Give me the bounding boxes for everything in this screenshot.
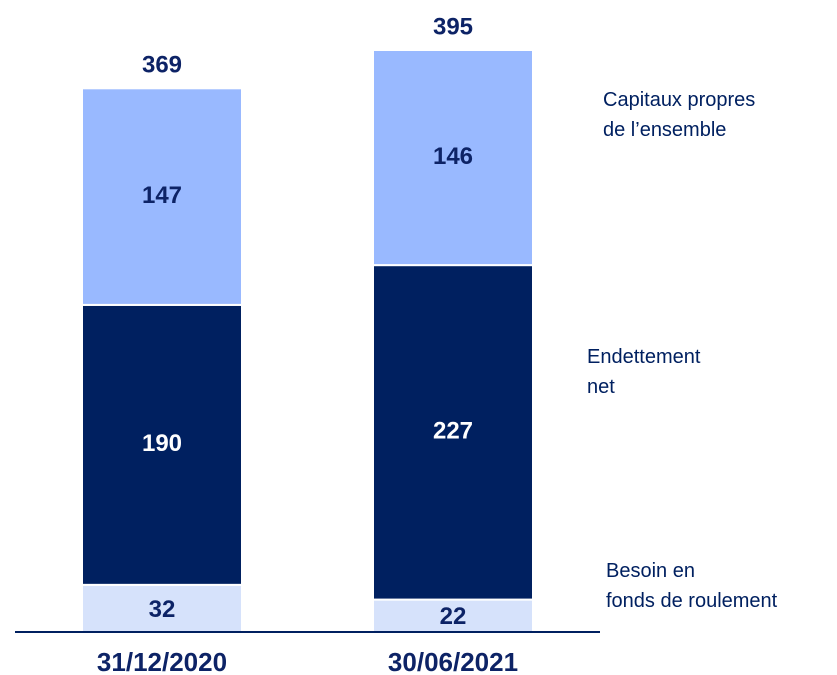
value-label: 146 [433, 143, 473, 170]
value-label: 22 [440, 603, 467, 630]
value-label: 147 [142, 182, 182, 209]
x-tick-label: 30/06/2021 [388, 647, 518, 675]
value-label: 32 [149, 596, 176, 623]
bar-segment [81, 583, 243, 634]
value-label: 190 [142, 430, 182, 457]
total-label: 395 [433, 13, 473, 40]
x-tick-label: 31/12/2020 [97, 647, 227, 675]
legend-label: Endettement net [587, 346, 701, 398]
total-label: 369 [142, 52, 182, 79]
legend-label: Capitaux propres de l’ensemble [603, 89, 756, 141]
legend-label: Besoin en fonds de roulement [606, 560, 778, 612]
bar-segment [372, 598, 534, 634]
value-label: 227 [433, 418, 473, 445]
bar-segment [81, 87, 243, 306]
bar-segment [372, 49, 534, 267]
bar-segment [372, 264, 534, 601]
